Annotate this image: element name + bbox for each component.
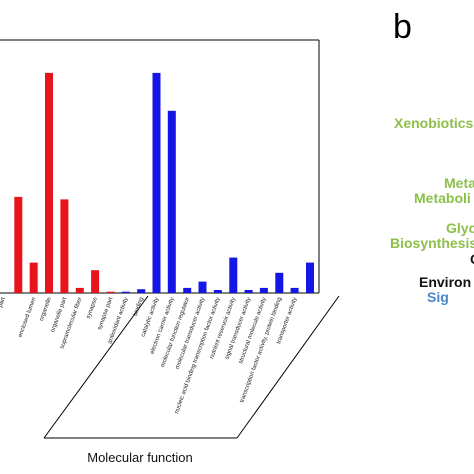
bracket-right-diagonal	[236, 295, 340, 439]
bar-synapse	[91, 270, 100, 293]
bar-molecular-function-regulator	[183, 287, 192, 293]
bar-nutrient-reservoir-activity	[229, 257, 238, 293]
bar-category-1	[14, 196, 23, 293]
bar-molecular-transducer-activity	[198, 281, 207, 293]
panel-b-label: Environ	[419, 274, 471, 290]
bar-signal-transducer-activity	[244, 290, 253, 293]
bar-supramolecular-fiber	[75, 287, 84, 293]
bar-enclosed-lumen	[29, 262, 38, 293]
bar-synapse-part	[106, 291, 115, 293]
panel-b-label: Sig	[427, 289, 449, 305]
bar-antioxidant-activity	[121, 291, 130, 293]
bar-category-20	[306, 262, 314, 293]
bar-transcription-factor-activity-protein-binding	[275, 272, 284, 293]
molecular-function-bracket	[43, 295, 340, 439]
panel-b-label: Xenobiotics	[394, 115, 474, 131]
tick-label: part	[0, 296, 7, 308]
panel-b-label: Biosynthesis	[390, 235, 474, 251]
bar-structural-molecule-activity	[259, 287, 268, 293]
bracket-left-diagonal	[43, 295, 149, 439]
panel-b-label: Glyc	[446, 220, 474, 236]
bar-electron-carrier-activity	[167, 110, 176, 293]
bar-nucleic-acid-binding-transcription-factor-activity	[213, 290, 222, 293]
bar-organelle-part	[60, 199, 69, 293]
bar-catalytic-activity	[152, 72, 161, 294]
panel-b-label: C	[470, 251, 474, 267]
panel-b-label: Metaboli	[414, 190, 471, 206]
panel-letter-b: b	[393, 8, 412, 46]
bar-binding	[137, 289, 146, 293]
bar-transporter-activity	[290, 287, 299, 293]
panel-b-label: Meta	[444, 175, 474, 191]
bars-layer	[14, 72, 314, 294]
group-label-molecular-function: Molecular function	[87, 450, 193, 465]
bar-organelle	[45, 72, 53, 294]
